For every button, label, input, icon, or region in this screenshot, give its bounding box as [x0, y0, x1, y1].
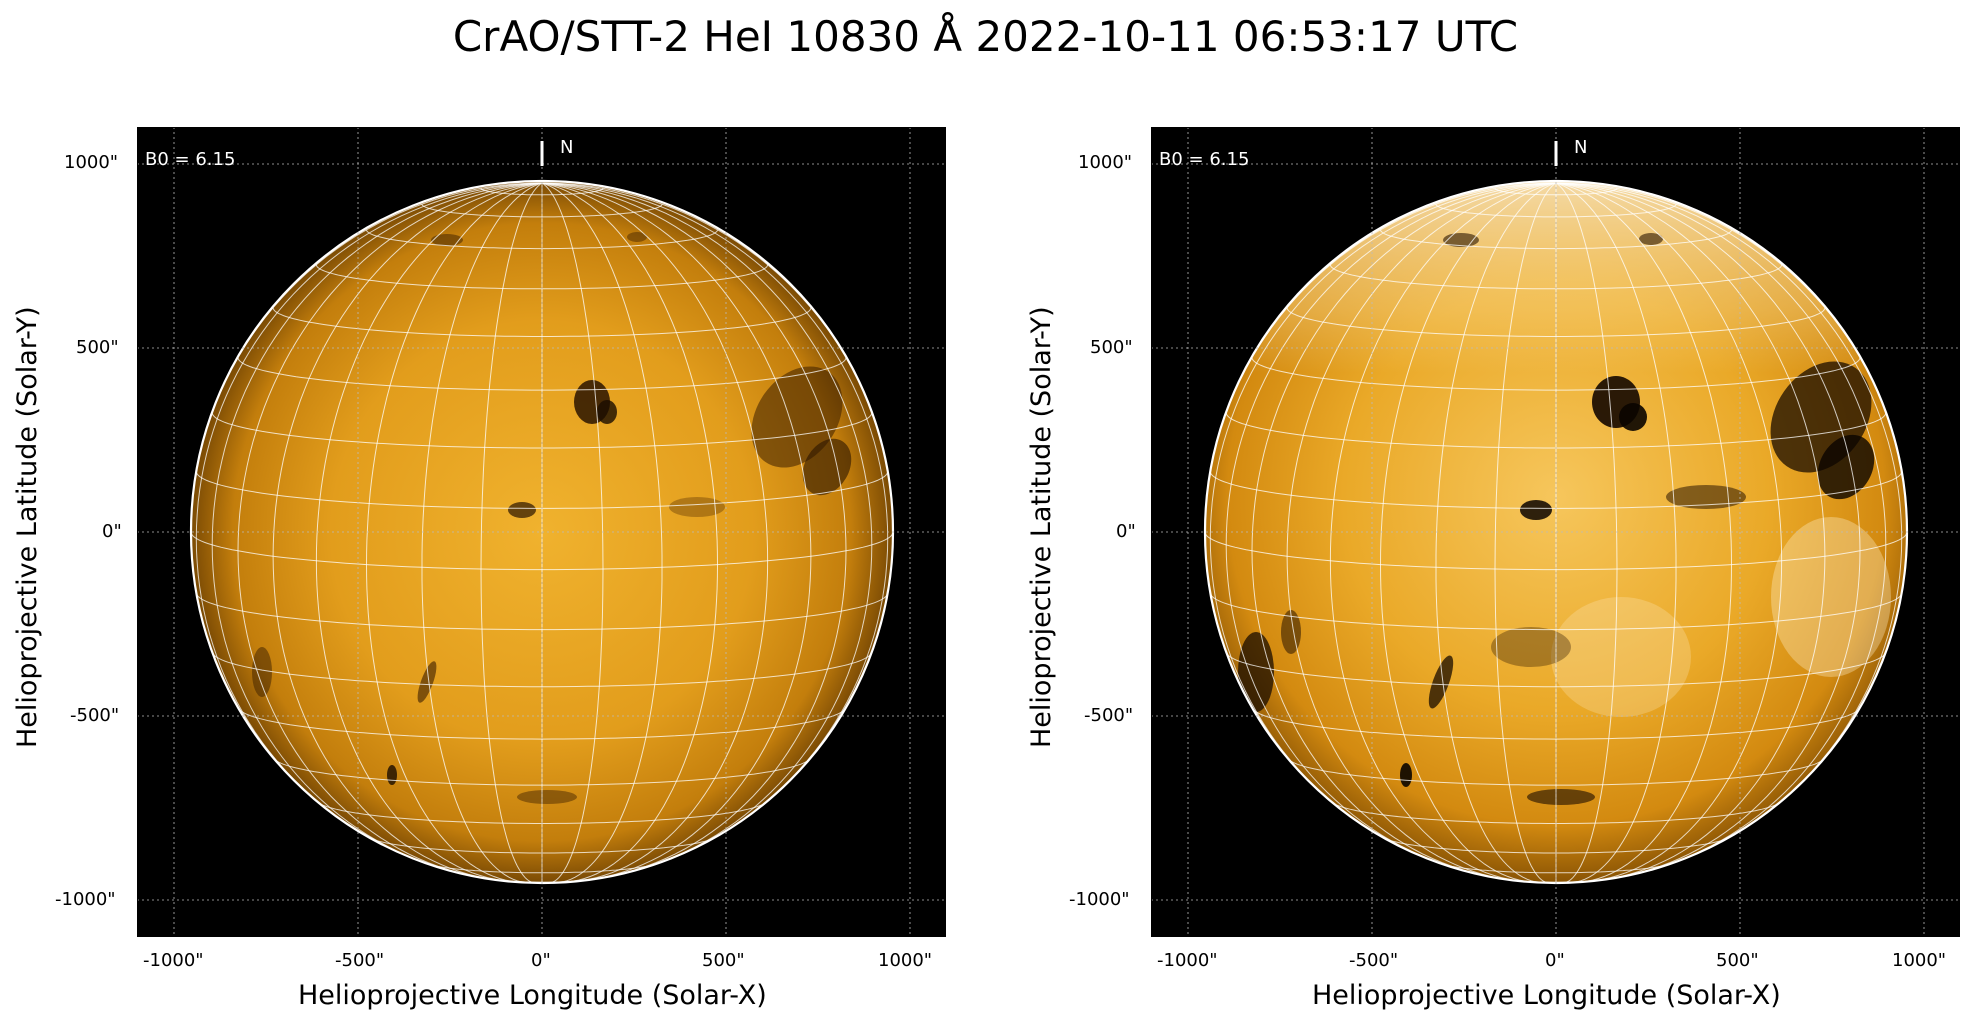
grid-line — [365, 182, 543, 883]
x-tick-label: 0" — [531, 950, 551, 971]
grid-line — [1435, 182, 1557, 883]
solar-disk-panel-left: B0 = 6.15 N — [137, 127, 946, 937]
b0-label: B0 = 6.15 — [145, 149, 236, 170]
grid-line — [541, 182, 663, 883]
y-axis-label: Helioprojective Latitude (Solar-Y) — [12, 306, 43, 748]
grid-line — [1555, 182, 1903, 832]
y-tick-label: 500" — [1090, 337, 1133, 358]
grid-line — [541, 182, 604, 883]
grid-line — [1555, 182, 1618, 883]
grid-line — [480, 182, 543, 883]
y-tick-label: 500" — [76, 337, 119, 358]
grid-line — [1251, 182, 1557, 876]
y-tick-label: -500" — [1084, 705, 1134, 726]
plot-frame — [1151, 127, 1960, 937]
heliographic-grid — [191, 182, 893, 883]
plot-frame — [137, 127, 946, 937]
grid-line — [1379, 182, 1557, 883]
grid-line — [1286, 182, 1557, 881]
solar-disk-panel-right: B0 = 6.15 N — [1151, 127, 1960, 937]
grid-line — [1494, 182, 1557, 883]
grid-line — [541, 182, 873, 869]
grid-line — [541, 182, 889, 832]
grid-line — [1225, 182, 1557, 869]
x-tick-label: 500" — [702, 950, 745, 971]
grid-line — [1329, 182, 1557, 882]
grid-line — [541, 182, 769, 882]
solar-image-left — [137, 127, 946, 937]
grid-line — [195, 182, 543, 832]
dark-features — [252, 232, 852, 804]
grid-line — [315, 182, 543, 882]
y-tick-label: -1000" — [1069, 889, 1130, 910]
x-tick-label: 1000" — [878, 950, 933, 971]
x-axis-label: Helioprojective Longitude (Solar-X) — [1312, 980, 1781, 1011]
x-axis-label: Helioprojective Longitude (Solar-X) — [298, 980, 767, 1011]
b0-label: B0 = 6.15 — [1159, 149, 1250, 170]
grid-line — [1209, 182, 1557, 832]
y-tick-label: 0" — [102, 521, 122, 542]
x-tick-label: -1000" — [1157, 950, 1218, 971]
north-label: N — [1574, 137, 1588, 158]
grid-line — [541, 182, 847, 876]
y-tick-label: 1000" — [1078, 152, 1133, 173]
axis-grid-lines — [1151, 127, 1960, 937]
x-tick-label: 500" — [1716, 950, 1759, 971]
x-tick-label: -500" — [335, 950, 385, 971]
grid-line — [421, 182, 543, 883]
axis-grid-lines — [137, 127, 946, 937]
grid-line — [541, 182, 719, 883]
grid-line — [1555, 182, 1887, 869]
y-tick-label: 0" — [1116, 521, 1136, 542]
grid-line — [272, 182, 543, 881]
north-label: N — [560, 137, 574, 158]
y-axis-label: Helioprojective Latitude (Solar-Y) — [1026, 306, 1057, 748]
grid-line — [1555, 182, 1733, 883]
solar-image-right — [1151, 127, 1960, 937]
x-tick-label: 1000" — [1892, 950, 1947, 971]
y-tick-label: -500" — [70, 705, 120, 726]
x-tick-label: 0" — [1545, 950, 1565, 971]
grid-line — [541, 182, 812, 881]
x-tick-label: -1000" — [143, 950, 204, 971]
grid-line — [1555, 182, 1677, 883]
grid-line — [211, 182, 543, 869]
x-tick-label: -500" — [1349, 950, 1399, 971]
grid-line — [1555, 182, 1861, 876]
y-tick-label: 1000" — [64, 152, 119, 173]
grid-line — [237, 182, 543, 876]
y-tick-label: -1000" — [55, 889, 116, 910]
figure-title: CrAO/STT-2 HeI 10830 Å 2022-10-11 06:53:… — [452, 12, 1519, 61]
grid-line — [1555, 182, 1826, 881]
grid-line — [1555, 182, 1783, 882]
